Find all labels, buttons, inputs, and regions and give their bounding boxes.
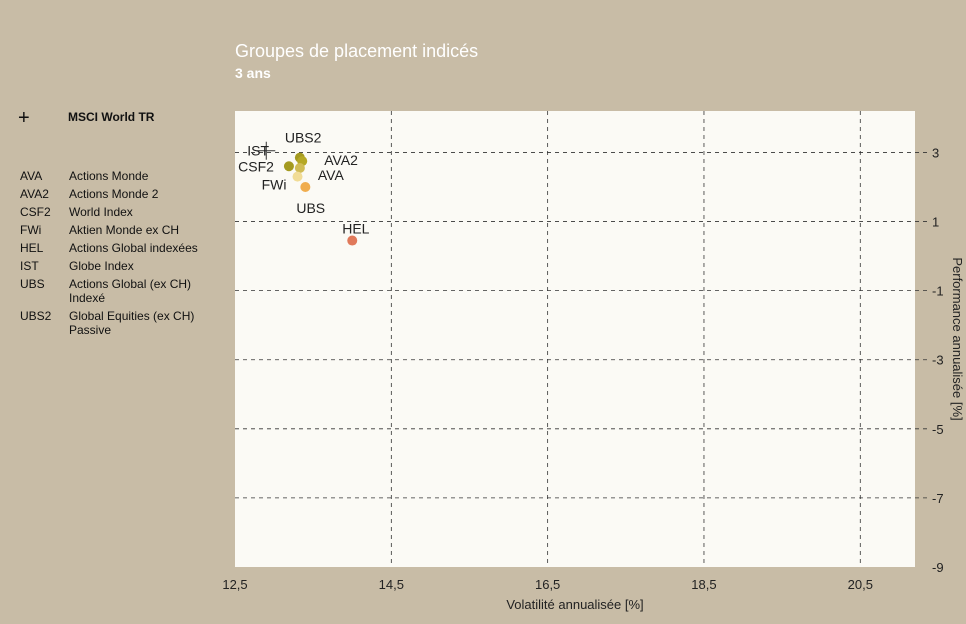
- legend-item-description: Aktien Monde ex CH: [69, 223, 180, 237]
- y-tick-label: -1: [932, 284, 944, 299]
- legend-item-code: AVA: [20, 169, 43, 183]
- legend-item-code: AVA2: [20, 187, 49, 201]
- data-point-label: AVA2: [324, 152, 358, 168]
- legend-item: AVA Actions Monde: [20, 169, 230, 183]
- chart-subtitle: 3 ans: [235, 65, 271, 81]
- data-point-label: IST: [247, 142, 269, 158]
- benchmark-label: MSCI World TR: [68, 110, 155, 124]
- legend-item-description: Actions Global indexées: [69, 241, 198, 255]
- legend-item: UBS2 Global Equities (ex CH) Passive: [20, 309, 230, 337]
- y-axis-title: Performance annualisée [%]: [950, 257, 965, 420]
- chart-title: Groupes de placement indicés: [235, 41, 479, 61]
- legend-item: FWi Aktien Monde ex CH: [20, 223, 230, 237]
- data-point: [292, 171, 303, 182]
- y-tick-label: -9: [932, 560, 944, 575]
- data-point: [294, 163, 305, 173]
- legend-item-code: UBS2: [20, 309, 52, 323]
- legend-item-description: World Index: [69, 205, 133, 219]
- legend-item-code: CSF2: [20, 205, 51, 219]
- data-point: [283, 161, 294, 172]
- x-tick-label: 12,5: [222, 577, 247, 592]
- x-axis-title: Volatilité annualisée [%]: [506, 597, 643, 612]
- y-tick-label: -3: [932, 353, 944, 368]
- x-tick-label: 18,5: [691, 577, 716, 592]
- legend-item: HEL Actions Global indexées: [20, 241, 230, 255]
- data-point-label: UBS: [296, 200, 325, 216]
- y-tick-label: -7: [932, 491, 944, 506]
- legend-item-description: Actions Monde 2: [69, 187, 159, 201]
- legend-item-description: Actions Global (ex CH) Indexé: [69, 277, 192, 305]
- legend-list: AVA Actions Monde AVA2 Actions Monde 2 CSF2 W…: [20, 169, 230, 341]
- y-tick-label: -5: [932, 422, 944, 437]
- legend-item-description: Globe Index: [69, 259, 134, 273]
- legend-item-description: Actions Monde: [69, 169, 149, 183]
- legend-item: UBS Actions Global (ex CH) Indexé: [20, 277, 230, 305]
- legend-item-description: Global Equities (ex CH) Passive: [69, 309, 195, 337]
- benchmark-marker: [257, 141, 276, 160]
- plot-area: [235, 111, 915, 567]
- x-tick-label: 16,5: [535, 577, 560, 592]
- data-point-label: CSF2: [238, 158, 274, 174]
- data-point: [300, 182, 311, 192]
- data-point-label: FWi: [262, 177, 287, 193]
- cross-icon: +: [18, 107, 30, 129]
- data-point: [347, 235, 358, 246]
- chart-header: Groupes de placement indicés 3 ans: [235, 40, 478, 82]
- legend-item-code: HEL: [20, 241, 44, 255]
- x-tick-label: 14,5: [379, 577, 404, 592]
- legend-item: IST Globe Index: [20, 259, 230, 273]
- data-point-label: HEL: [342, 221, 369, 237]
- data-point-label: AVA: [318, 167, 345, 183]
- legend-item: AVA2 Actions Monde 2: [20, 187, 230, 201]
- y-tick-label: 3: [932, 145, 939, 160]
- legend-item-code: UBS: [20, 277, 45, 291]
- data-point-label: UBS2: [285, 130, 322, 146]
- x-tick-label: 20,5: [848, 577, 873, 592]
- legend-item-code: IST: [20, 259, 39, 273]
- y-tick-label: 1: [932, 215, 939, 230]
- legend-item-code: FWi: [20, 223, 42, 237]
- legend-item: CSF2 World Index: [20, 205, 230, 219]
